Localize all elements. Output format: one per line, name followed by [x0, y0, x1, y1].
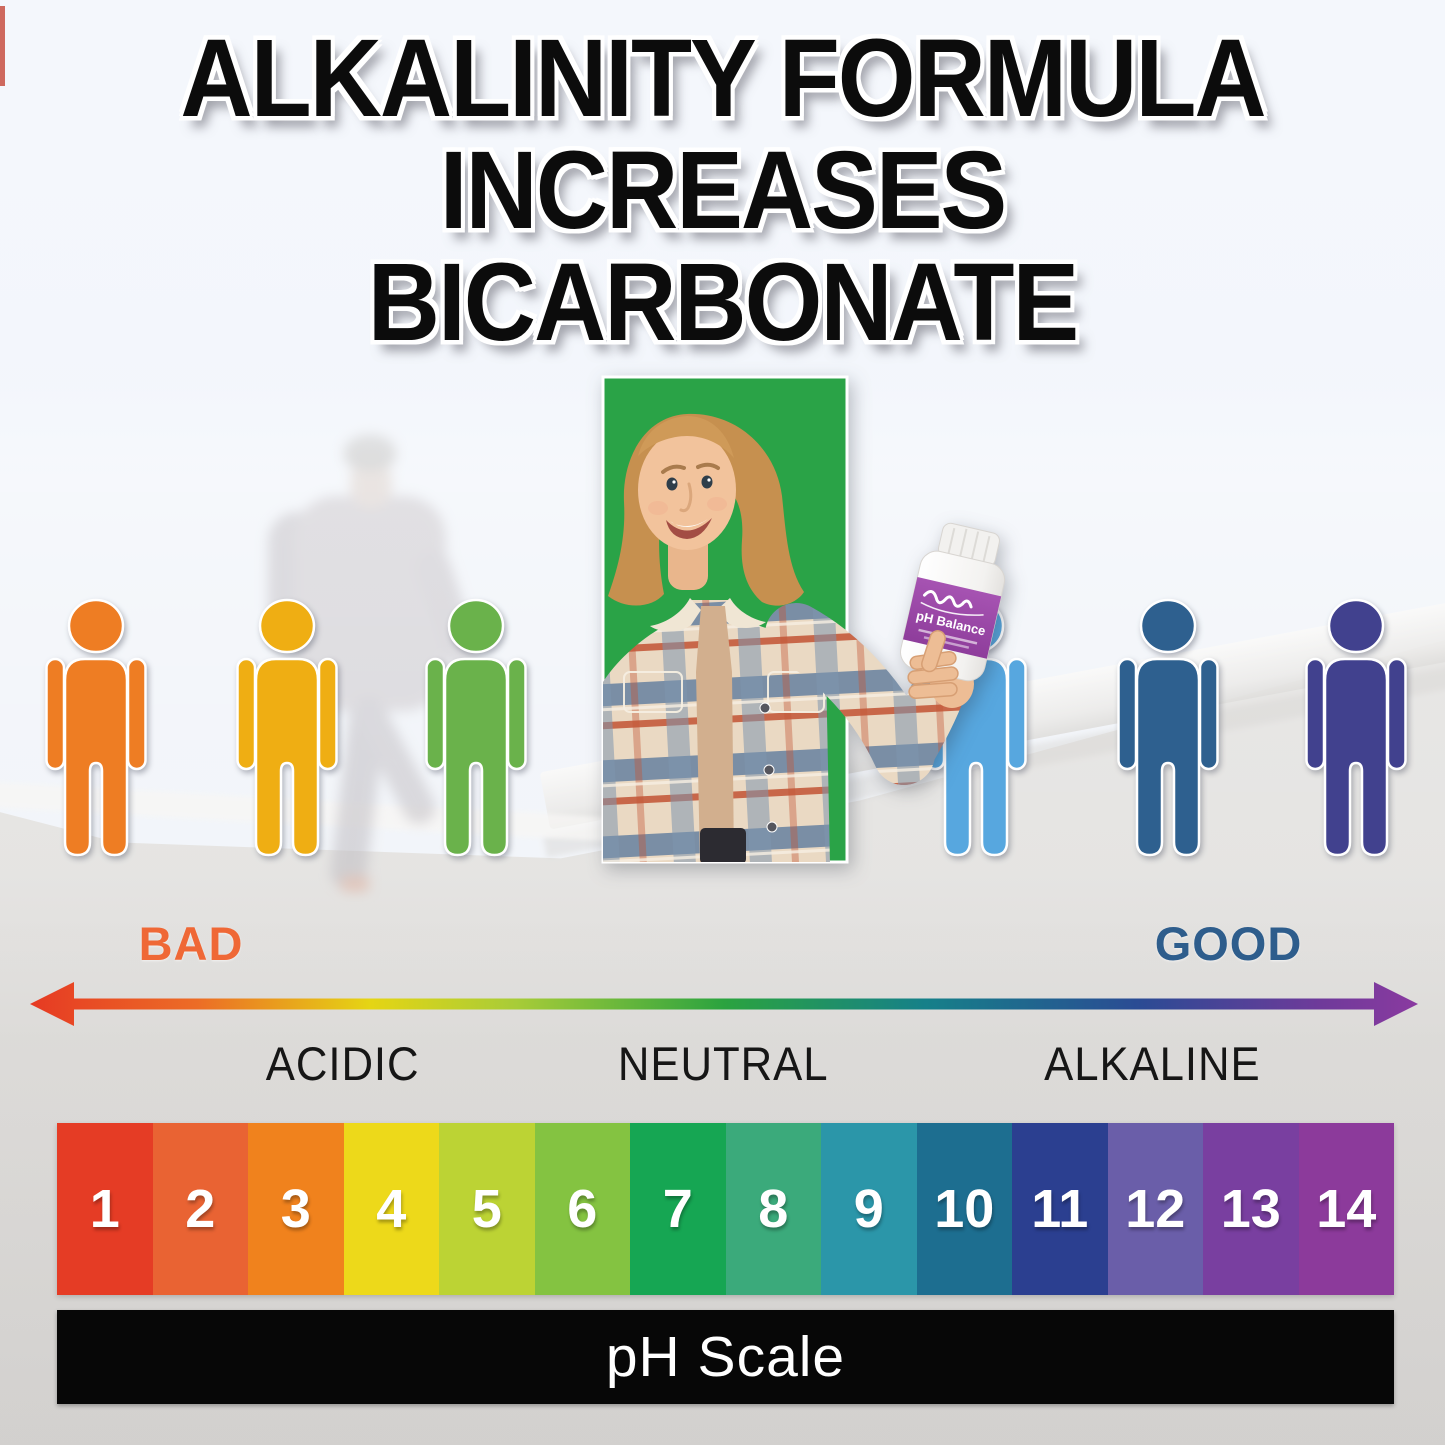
headline-line-3: BICARBONATE: [367, 241, 1079, 365]
ph-cell: 7: [630, 1123, 726, 1295]
edge-artifact: [0, 6, 5, 86]
ph-cell: 6: [534, 1123, 630, 1295]
ph-value: 8: [758, 1179, 789, 1239]
neutral-label: NEUTRAL: [617, 1037, 829, 1090]
hand-fingers: [907, 630, 959, 699]
ph-cell: 1: [57, 1123, 153, 1295]
brand-script-flourish: [923, 590, 973, 609]
woman-figure: [603, 413, 830, 862]
ph-gradient-arrow: [30, 982, 1418, 1026]
ph-cell: 13: [1203, 1123, 1299, 1295]
acidic-label: ACIDIC: [266, 1037, 420, 1090]
person-icon: [43, 598, 149, 857]
ph-cell: 5: [439, 1123, 535, 1295]
alkaline-label: ALKALINE: [1043, 1037, 1261, 1090]
ph-value: 13: [1220, 1179, 1281, 1239]
ph-value: 5: [471, 1179, 502, 1239]
ph-value: 11: [1031, 1179, 1089, 1239]
headline-line-2: INCREASES: [439, 129, 1007, 253]
ph-cell: 8: [725, 1123, 821, 1295]
ph-cell: 4: [343, 1123, 439, 1295]
ph-cell: 9: [821, 1123, 917, 1295]
supplement-bottle: pH Balance: [900, 522, 1006, 682]
headline-line-1: ALKALINITY FORMULA: [180, 17, 1266, 141]
person-icon: [423, 598, 529, 857]
ph-value: 7: [662, 1179, 693, 1239]
ph-cell: 3: [248, 1123, 344, 1295]
ph-value: 10: [934, 1179, 995, 1239]
person-icon: [1303, 598, 1409, 857]
ph-value: 6: [567, 1179, 598, 1239]
ph-value: 3: [280, 1179, 311, 1239]
ph-cell: 12: [1107, 1123, 1203, 1295]
ph-value: 14: [1316, 1179, 1377, 1239]
ph-value: 12: [1125, 1179, 1186, 1239]
ph-scale-caption: pH Scale: [605, 1325, 846, 1389]
ph-cell: 10: [916, 1123, 1012, 1295]
bad-label: BAD: [138, 917, 244, 970]
ph-cell: 2: [152, 1123, 248, 1295]
ph-scale-bar: 1 2 3 4 5 6 7 8 9 10 11 12 13 14: [57, 1123, 1394, 1295]
ph-scale-caption-bar: pH Scale: [57, 1310, 1394, 1404]
ph-value: 1: [89, 1179, 120, 1239]
ph-cell: 11: [1012, 1123, 1108, 1295]
spokesperson-photo: pH Balance: [560, 372, 1080, 864]
person-icon: [234, 598, 340, 857]
person-icon: [1115, 598, 1221, 857]
ph-value: 2: [185, 1179, 216, 1239]
ph-value: 4: [376, 1179, 407, 1239]
ph-cell: 14: [1298, 1123, 1394, 1295]
good-label: GOOD: [1154, 917, 1303, 970]
ph-value: 9: [853, 1179, 884, 1239]
